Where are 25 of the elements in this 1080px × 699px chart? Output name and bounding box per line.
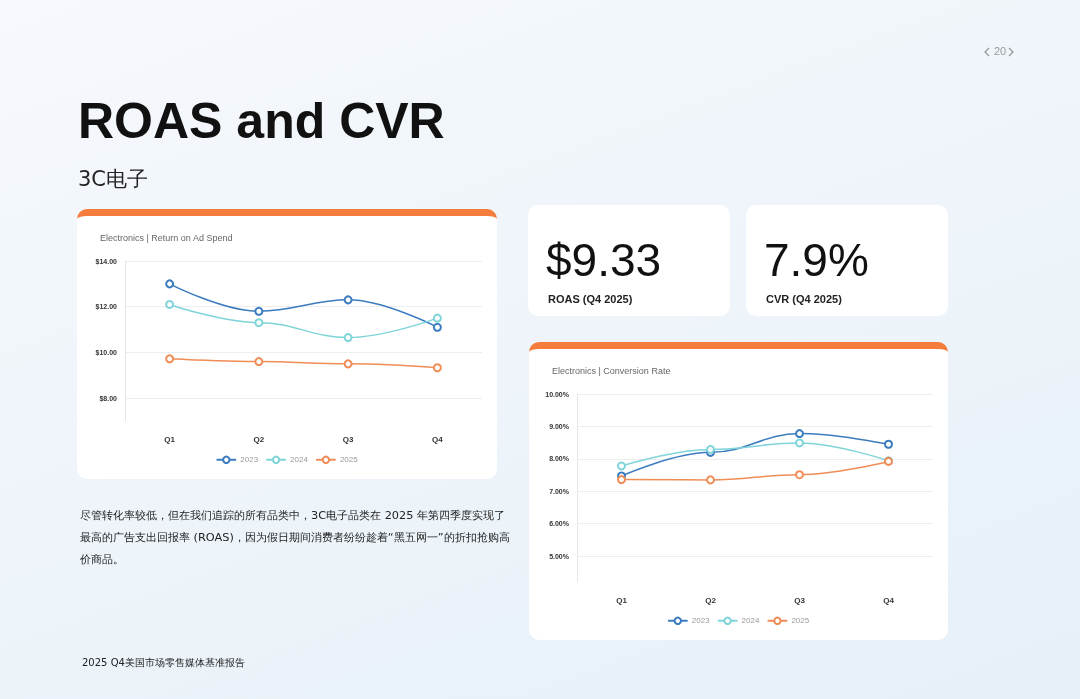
text: $9.33 bbox=[546, 233, 662, 287]
chart-title: Electronics | Return on Ad Spend bbox=[100, 232, 233, 243]
x-tick-label: Q2 bbox=[705, 595, 717, 605]
legend-label: 2024 bbox=[741, 616, 760, 626]
x-tick-label: Q1 bbox=[164, 434, 176, 444]
legend-label: 2025 bbox=[339, 455, 359, 465]
text: 3C电子 bbox=[78, 166, 149, 193]
text: 2025 Q4美国市场零售媒体基准报告 bbox=[82, 656, 245, 670]
chart-title: Electronics | Conversion Rate bbox=[552, 365, 671, 376]
text: ROAS and CVR bbox=[78, 92, 445, 150]
legend-label: 2024 bbox=[290, 455, 309, 465]
text: ROAS (Q4 2025) bbox=[548, 293, 633, 305]
text: 尽管转化率较低，但在我们追踪的所有品类中，3C电子品类在 2025 年第四季度实现了最高的广告支出回报率 (ROAS)，因为假日期间消费者纷纷趁着“黑五网一”的折扣抢购高价商品。 bbox=[80, 508, 510, 568]
x-tick-label: Q4 bbox=[432, 434, 444, 444]
x-tick-label: Q3 bbox=[342, 434, 355, 444]
text: 20 bbox=[994, 45, 1007, 57]
x-tick-label: Q2 bbox=[253, 434, 265, 444]
legend-label: 2023 bbox=[240, 455, 259, 465]
legend-label: 2023 bbox=[691, 616, 711, 626]
text: 7.9% bbox=[764, 233, 869, 287]
x-tick-label: Q3 bbox=[794, 595, 806, 605]
legend-label: 2025 bbox=[791, 616, 810, 626]
x-tick-label: Q1 bbox=[616, 595, 628, 605]
x-tick-label: Q4 bbox=[883, 595, 895, 605]
text: CVR (Q4 2025) bbox=[766, 293, 842, 305]
